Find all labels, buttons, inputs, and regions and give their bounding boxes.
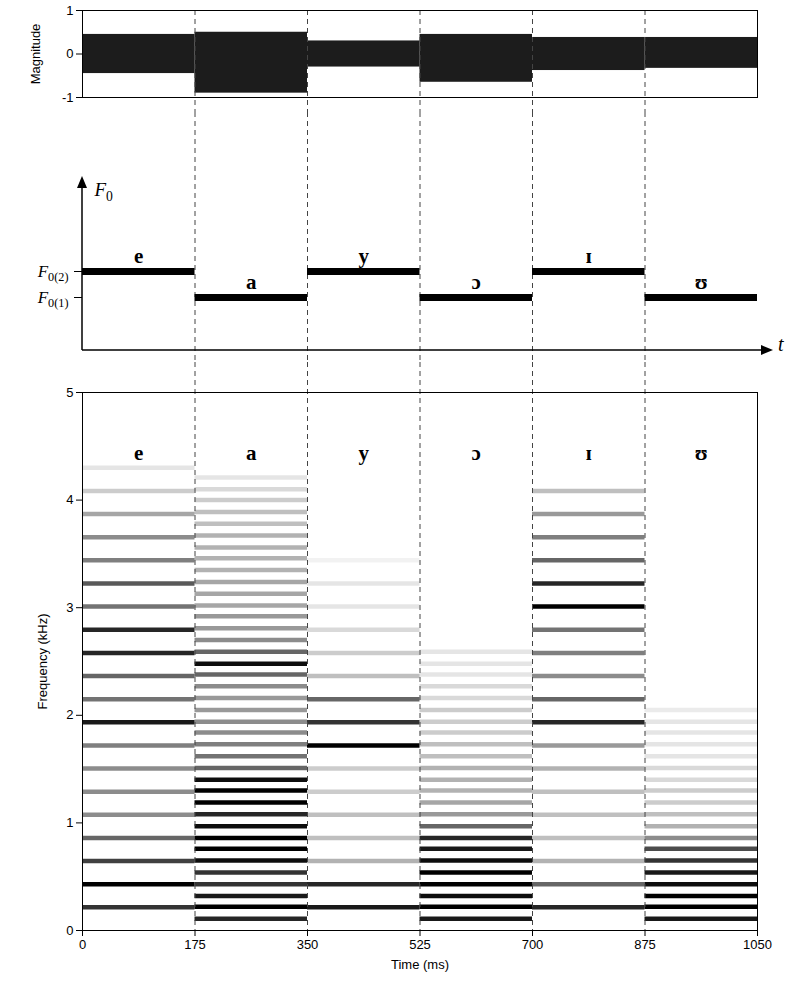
svg-text:525: 525 — [409, 937, 431, 952]
svg-text:ɪ: ɪ — [586, 441, 592, 465]
svg-text:Frequency (kHz): Frequency (kHz) — [35, 613, 50, 709]
svg-text:4: 4 — [66, 492, 73, 507]
svg-text:3: 3 — [66, 600, 73, 615]
svg-text:F0(1): F0(1) — [37, 288, 69, 310]
svg-text:2: 2 — [66, 707, 73, 722]
svg-text:700: 700 — [522, 937, 544, 952]
svg-text:ʊ: ʊ — [695, 270, 708, 294]
svg-text:t: t — [778, 333, 784, 355]
svg-text:Magnitude: Magnitude — [28, 24, 43, 85]
svg-text:ʊ: ʊ — [695, 441, 708, 465]
svg-text:Time (ms): Time (ms) — [391, 957, 449, 972]
svg-text:ɔ: ɔ — [472, 441, 481, 465]
svg-text:e: e — [134, 441, 143, 465]
svg-text:-1: -1 — [62, 90, 74, 105]
svg-text:ɔ: ɔ — [472, 270, 481, 294]
svg-text:0: 0 — [66, 923, 73, 938]
svg-text:y: y — [359, 244, 370, 268]
svg-text:0: 0 — [66, 46, 73, 61]
svg-text:ɪ: ɪ — [586, 244, 592, 268]
svg-text:a: a — [246, 270, 257, 294]
svg-text:e: e — [134, 244, 143, 268]
svg-text:a: a — [246, 441, 257, 465]
svg-text:F0: F0 — [94, 179, 114, 204]
svg-text:F0(2): F0(2) — [37, 262, 69, 284]
svg-text:875: 875 — [634, 937, 656, 952]
svg-text:0: 0 — [79, 937, 86, 952]
svg-text:350: 350 — [297, 937, 319, 952]
svg-text:175: 175 — [184, 937, 206, 952]
svg-text:1: 1 — [66, 3, 73, 18]
svg-text:1: 1 — [66, 815, 73, 830]
svg-text:y: y — [359, 441, 370, 465]
svg-text:1050: 1050 — [743, 937, 772, 952]
svg-text:5: 5 — [66, 385, 73, 400]
